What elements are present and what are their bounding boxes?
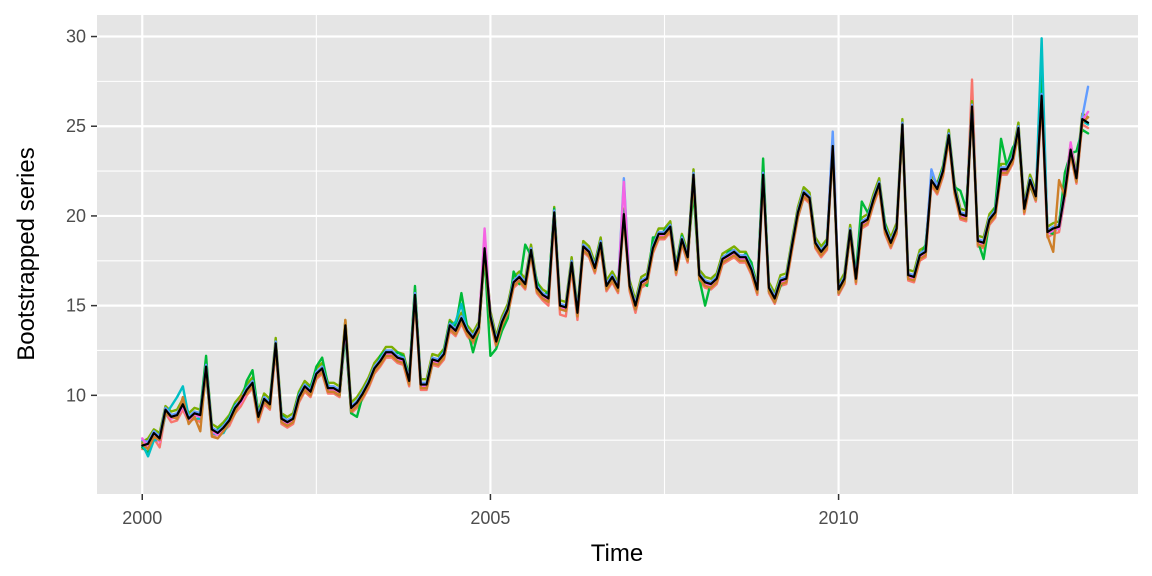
plot-panel: [97, 15, 1138, 494]
y-axis: 10 15 20 25 30: [66, 27, 97, 405]
x-tick-label: 2010: [819, 508, 859, 528]
series-line-0: [141, 94, 1090, 447]
y-axis-title: Bootstrapped series: [13, 147, 40, 360]
y-tick-label: 10: [66, 385, 86, 405]
x-axis: 2000 2005 2010: [122, 494, 859, 528]
x-axis-title: Time: [591, 540, 643, 567]
y-tick-label: 20: [66, 206, 86, 226]
x-tick-label: 2005: [470, 508, 510, 528]
y-tick-label: 30: [66, 27, 86, 47]
y-tick-label: 15: [66, 296, 86, 316]
grid-major: [97, 15, 1138, 494]
grid-minor: [97, 15, 1138, 494]
x-tick-label: 2000: [122, 508, 162, 528]
series-layer: [141, 37, 1090, 458]
y-tick-label: 25: [66, 116, 86, 136]
